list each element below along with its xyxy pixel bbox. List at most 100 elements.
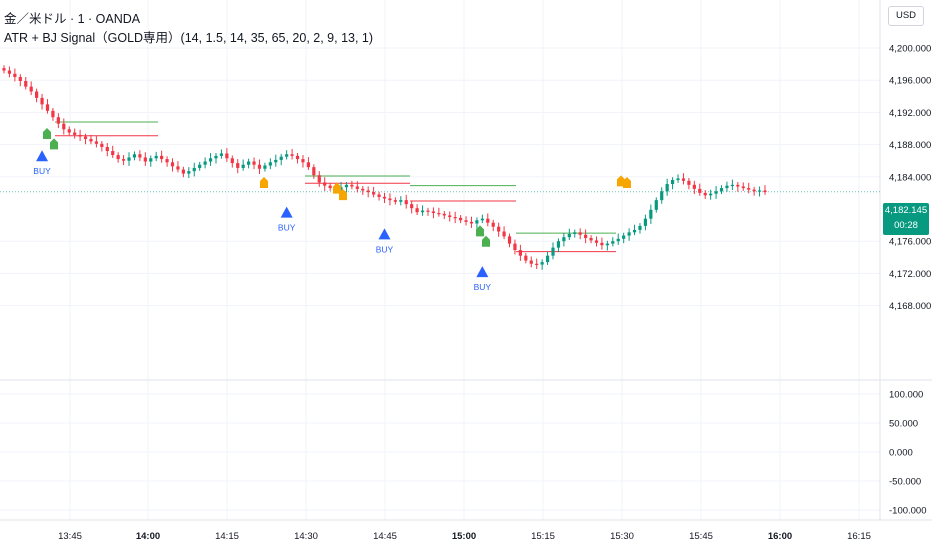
candle [78, 134, 82, 137]
candle [24, 81, 28, 87]
signal-flag-icon [260, 177, 268, 189]
candle [339, 187, 343, 190]
candle [143, 157, 147, 162]
time-tick-label: 14:00 [136, 531, 160, 542]
candle [94, 141, 99, 144]
signal-marks: BUY BUY BUY BUY [33, 127, 631, 292]
candle [698, 188, 702, 193]
candle [241, 164, 245, 168]
signal-flag-icon [43, 127, 51, 139]
candle [589, 237, 593, 241]
candle [263, 165, 267, 169]
candle [279, 156, 283, 160]
candle [622, 235, 626, 239]
candle [437, 213, 441, 215]
candle [203, 161, 207, 165]
price-tick-label: 4,172.000 [889, 269, 931, 280]
osc-tick-label: -50.000 [889, 477, 921, 488]
candle [594, 240, 599, 243]
candle [464, 220, 468, 222]
candle [714, 191, 718, 194]
candle [51, 110, 55, 118]
candle [616, 238, 620, 242]
candle [600, 242, 604, 246]
price-tick-label: 4,192.000 [889, 108, 931, 119]
candle [219, 153, 224, 156]
time-tick-label: 14:30 [294, 531, 318, 542]
candle [274, 159, 278, 163]
buy-arrow-icon [36, 150, 49, 162]
candle [121, 159, 126, 161]
buy-label: BUY [278, 223, 296, 233]
candle [709, 193, 713, 196]
candle [312, 167, 316, 176]
candle [730, 184, 734, 187]
candle [187, 171, 191, 174]
candle [230, 158, 234, 164]
candle [198, 164, 202, 168]
osc-tick-label: 50.000 [889, 419, 918, 430]
candle [149, 158, 153, 162]
buy-arrow-icon [280, 206, 293, 218]
price-tick-label: 4,184.000 [889, 172, 931, 183]
candle [355, 186, 359, 189]
candle [741, 186, 745, 189]
candle [518, 250, 522, 256]
candle [632, 229, 637, 233]
price-tick-label: 4,196.000 [889, 76, 931, 87]
candle [56, 117, 60, 124]
current-price-label: 4,182.145 [884, 205, 928, 216]
candle [13, 73, 17, 77]
candle [306, 162, 310, 168]
signal-flag-icon [476, 225, 484, 237]
candle [545, 255, 550, 263]
candle [475, 220, 479, 224]
candle [377, 194, 381, 197]
candle [116, 155, 120, 160]
candle [556, 241, 561, 248]
candle [132, 154, 137, 158]
candle [540, 262, 544, 265]
buy-label: BUY [474, 282, 492, 292]
time-tick-label: 13:45 [58, 531, 82, 542]
candle [111, 151, 115, 156]
candle [404, 200, 408, 205]
candle [507, 236, 512, 244]
time-tick-label: 14:45 [373, 531, 397, 542]
candle [763, 190, 767, 193]
time-tick-label: 14:15 [215, 531, 239, 542]
candle [491, 222, 495, 227]
candle [692, 184, 696, 189]
signal-flag-icon [339, 189, 347, 201]
candle [670, 180, 675, 185]
time-tick-label: 16:15 [847, 531, 871, 542]
currency-button[interactable]: USD [888, 6, 924, 26]
price-tick-label: 4,188.000 [889, 140, 931, 151]
signal-flag-icon [50, 138, 58, 150]
candle [551, 247, 555, 256]
candle [480, 218, 484, 221]
candle [611, 241, 615, 244]
candle [372, 192, 376, 195]
candle [399, 200, 403, 202]
candle [83, 136, 88, 139]
osc-tick-label: -100.000 [889, 506, 927, 517]
candle [469, 221, 474, 224]
candle [410, 204, 414, 209]
candle [138, 154, 142, 158]
candle [45, 104, 50, 111]
candle [165, 159, 169, 163]
time-tick-label: 15:15 [531, 531, 555, 542]
candle [62, 123, 66, 130]
candle [529, 260, 533, 264]
osc-tick-label: 100.000 [889, 390, 923, 401]
candle [567, 233, 571, 238]
buy-label: BUY [376, 244, 394, 254]
candle [687, 180, 691, 185]
price-tick-label: 4,168.000 [889, 301, 931, 312]
candle [676, 178, 680, 181]
candle [295, 155, 300, 160]
candle [257, 164, 262, 169]
buy-label: BUY [33, 166, 51, 176]
